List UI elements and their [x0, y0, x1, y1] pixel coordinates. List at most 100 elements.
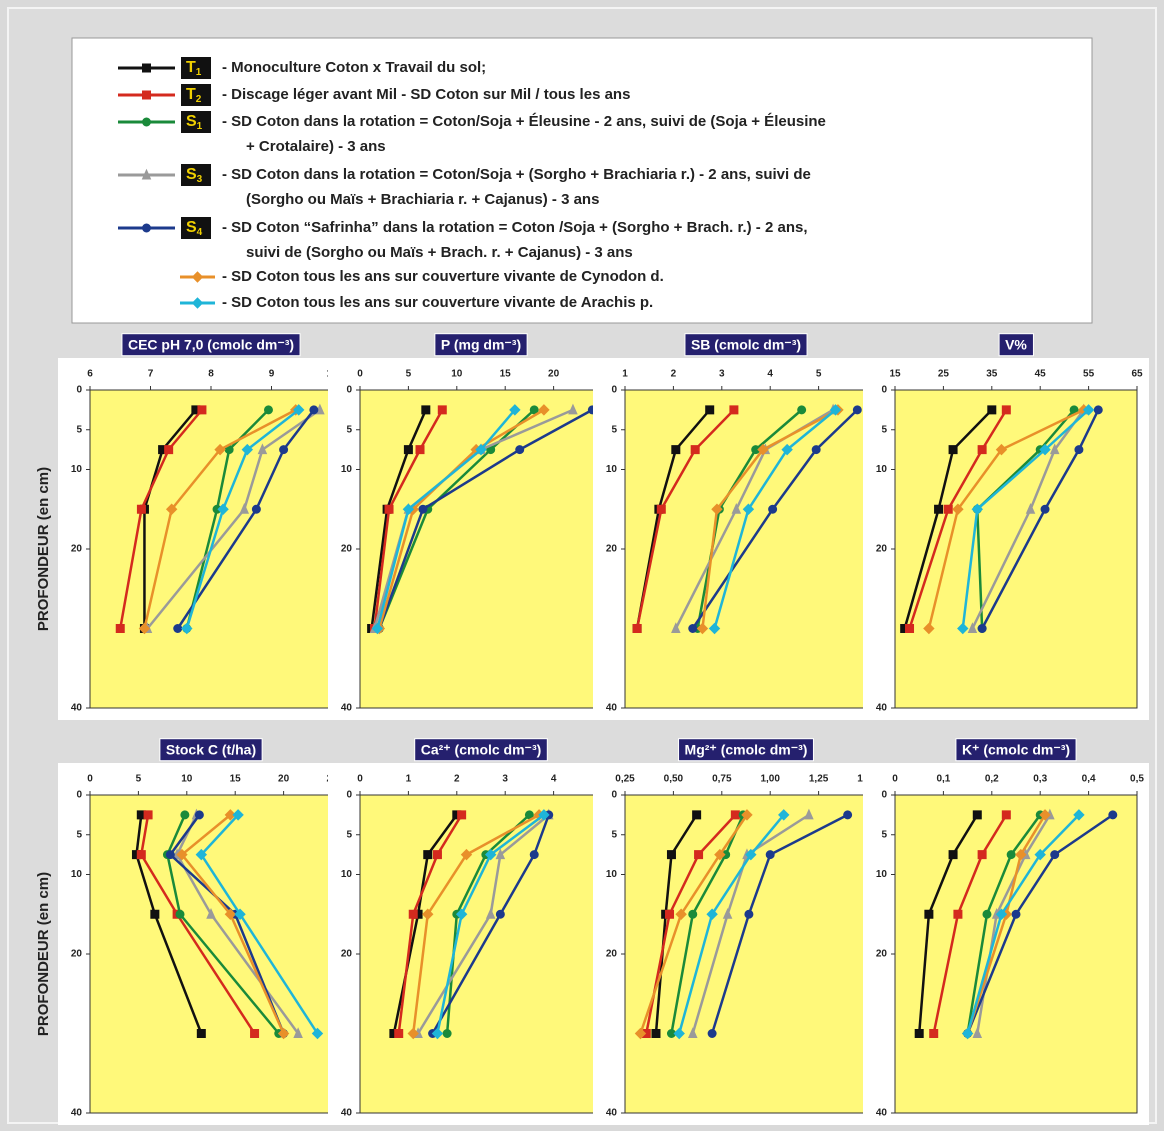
legend-badge-text: T2	[186, 86, 202, 104]
legend-text: - SD Coton tous les ans sur couverture v…	[222, 268, 664, 285]
marker	[934, 504, 944, 514]
series-line	[710, 813, 849, 1034]
x-tick-label: 10	[451, 369, 463, 380]
marker	[1073, 809, 1085, 821]
legend-text: - Monoculture Coton x Travail du sol;	[222, 59, 486, 76]
marker	[141, 168, 152, 180]
marker	[1001, 810, 1011, 820]
marker	[408, 909, 418, 919]
marker	[293, 404, 305, 416]
y-tick-label: 0	[611, 385, 617, 396]
y-tick-label: 40	[71, 1108, 83, 1119]
marker	[263, 405, 273, 415]
series-line	[691, 813, 810, 1034]
y-tick-label: 20	[341, 544, 353, 555]
marker	[407, 1027, 419, 1040]
marker	[421, 405, 431, 415]
x-tick-label: 7	[148, 369, 154, 380]
marker	[797, 405, 807, 415]
marker	[651, 1029, 661, 1038]
legend-text: - SD Coton tous les ans sur couverture v…	[222, 294, 653, 311]
y-tick-label: 20	[606, 544, 618, 555]
marker	[197, 405, 207, 415]
marker	[905, 624, 915, 633]
series-line	[445, 813, 531, 1034]
y-tick-label: 10	[876, 869, 888, 880]
marker	[971, 503, 983, 515]
marker	[923, 622, 935, 635]
y-tick-label: 10	[341, 464, 353, 475]
marker	[206, 908, 216, 919]
marker	[982, 909, 992, 919]
marker	[1025, 503, 1036, 514]
marker	[977, 624, 987, 633]
chart-title: Stock C (t/ha)	[166, 742, 256, 758]
y-tick-label: 10	[606, 464, 618, 475]
y-tick-label: 40	[71, 703, 83, 714]
marker	[714, 848, 726, 861]
marker	[722, 908, 733, 919]
series-line	[639, 814, 749, 1034]
series-line	[143, 408, 297, 629]
marker	[1049, 443, 1060, 455]
series-line	[199, 814, 319, 1035]
marker	[666, 850, 676, 860]
marker	[1039, 809, 1051, 821]
marker	[371, 622, 384, 635]
marker	[952, 503, 964, 515]
y-tick-label: 10	[71, 869, 83, 880]
series-line	[966, 814, 1080, 1034]
title-box	[414, 738, 548, 762]
marker	[977, 445, 987, 455]
series-line	[976, 409, 1076, 629]
legend-text: - SD Coton dans la rotation = Coton/Soja…	[222, 166, 811, 183]
marker	[509, 404, 521, 416]
y-tick-label: 10	[876, 464, 888, 475]
series-line	[966, 814, 1042, 1034]
legend-text: + Crotalaire) - 3 ans	[246, 138, 386, 155]
marker	[671, 622, 681, 633]
marker	[257, 443, 268, 455]
marker	[384, 504, 394, 514]
marker	[191, 297, 204, 309]
marker	[730, 810, 740, 820]
marker	[181, 622, 193, 635]
marker	[687, 1027, 698, 1038]
y-tick-label: 5	[881, 424, 887, 435]
y-tick-label: 0	[611, 790, 617, 801]
x-tick-label: 45	[1035, 369, 1047, 380]
marker	[711, 503, 723, 515]
marker	[431, 1027, 444, 1040]
marker	[757, 443, 769, 456]
y-tick-label: 5	[346, 829, 352, 840]
x-tick-label: 10	[181, 774, 193, 785]
x-tick-label: 5	[136, 774, 142, 785]
x-tick-label: 0,75	[712, 774, 732, 785]
marker	[1040, 504, 1050, 514]
legend-text: - Discage léger avant Mil - SD Coton sur…	[222, 86, 630, 103]
marker	[675, 908, 687, 920]
marker	[995, 443, 1008, 456]
marker	[741, 809, 753, 821]
series-line	[378, 408, 593, 629]
marker	[1034, 848, 1046, 861]
marker	[706, 908, 718, 920]
y-tick-label: 0	[346, 385, 352, 396]
marker	[495, 909, 505, 919]
series-line	[436, 813, 545, 1034]
marker	[529, 850, 539, 860]
marker	[708, 622, 721, 635]
series-line	[908, 409, 1008, 629]
series-line	[146, 408, 321, 630]
y-tick-label: 40	[606, 1108, 618, 1119]
x-tick-label: 6	[87, 369, 93, 380]
legend-badge	[181, 217, 211, 239]
marker	[707, 1029, 717, 1038]
marker	[961, 1027, 974, 1040]
y-tick-label: 40	[876, 703, 888, 714]
plot-area	[359, 794, 603, 1114]
y-tick-label: 0	[76, 790, 82, 801]
marker	[967, 622, 978, 633]
y-tick-label: 5	[346, 424, 352, 435]
marker	[165, 850, 175, 860]
